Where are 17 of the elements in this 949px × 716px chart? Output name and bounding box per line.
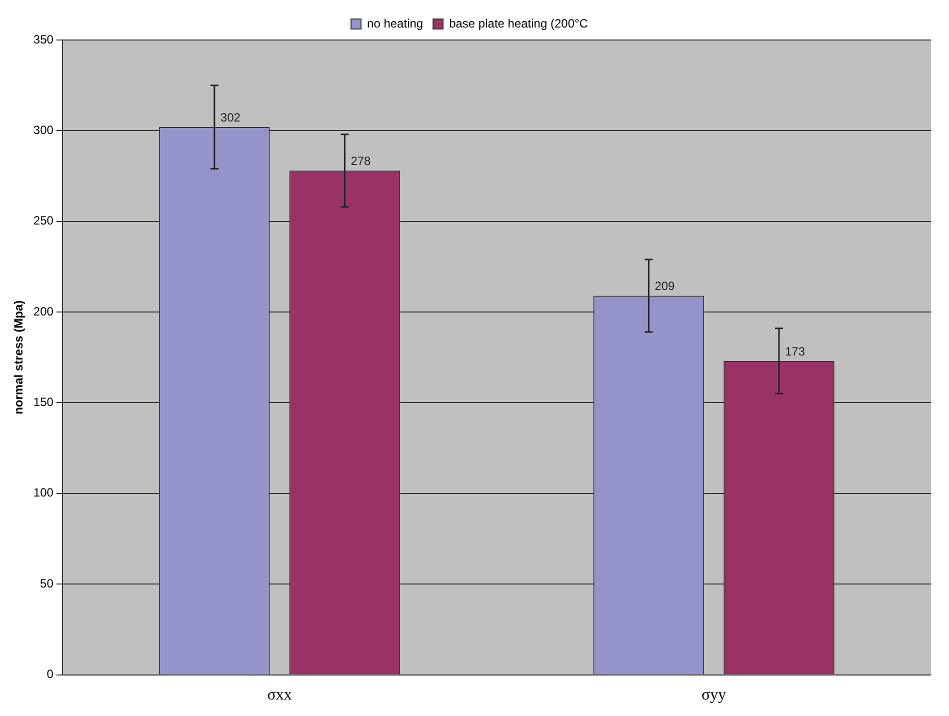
y-axis-title: normal stress (Mpa) xyxy=(12,300,26,414)
y-tick-label: 100 xyxy=(33,486,54,500)
y-tick-label: 150 xyxy=(33,395,54,410)
y-tick-label: 250 xyxy=(33,214,54,228)
data-label: 278 xyxy=(350,154,372,168)
legend-label: no heating xyxy=(367,16,424,30)
data-label: 173 xyxy=(785,344,806,358)
data-label: 302 xyxy=(220,110,241,124)
data-label: 209 xyxy=(654,279,676,294)
y-tick-label: 350 xyxy=(33,32,54,46)
y-tick-label: 50 xyxy=(40,576,54,590)
y-tick-label: 0 xyxy=(46,667,54,682)
legend-label: base plate heating (200°C xyxy=(449,16,588,30)
y-tick-label: 200 xyxy=(33,304,54,318)
x-tick-label: σxx xyxy=(267,686,292,704)
x-tick-label: σyy xyxy=(702,686,726,704)
y-tick-label: 300 xyxy=(33,123,54,137)
